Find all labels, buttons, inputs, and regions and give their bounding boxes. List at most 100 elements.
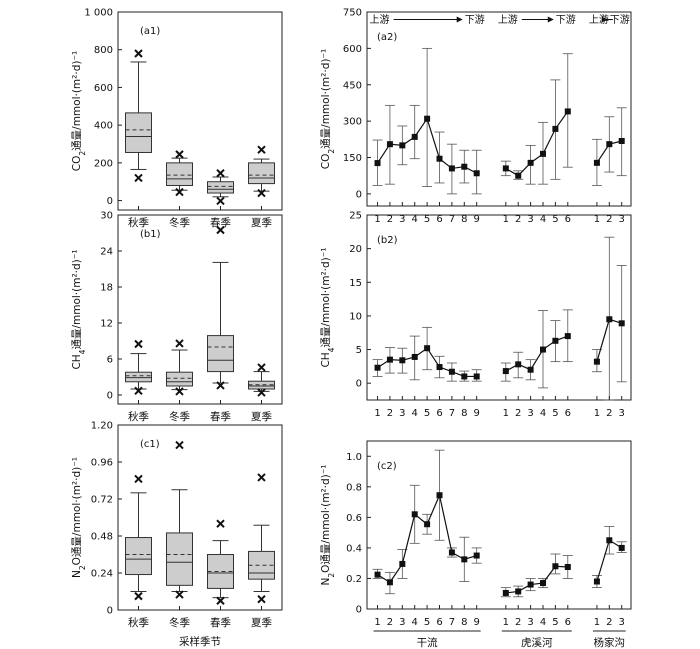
c2-data-point xyxy=(411,511,418,518)
b1-x-tick-label: 春季 xyxy=(210,411,231,423)
b2-x-tick-label: 4 xyxy=(412,408,418,419)
a2-x-tick-label: 3 xyxy=(619,214,625,225)
a2-x-tick-label: 2 xyxy=(606,214,612,225)
c2-data-point xyxy=(564,564,571,570)
b1-outlier-marker xyxy=(257,363,266,372)
a2-plot-frame xyxy=(366,11,632,207)
b1-y-tick-label: 6 xyxy=(107,355,113,366)
a2-y-tick-label: 300 xyxy=(343,117,362,128)
b2-x-tick-label: 1 xyxy=(503,408,509,419)
c2-group-label: 杨家沟 xyxy=(594,636,626,649)
b2-x-tick-label: 3 xyxy=(399,408,405,419)
b1-y-tick-label: 24 xyxy=(100,247,113,258)
c2-y-tick-label: 0.2 xyxy=(346,574,362,585)
b2-plot-frame xyxy=(366,214,632,401)
b2-data-point xyxy=(552,337,559,344)
a2-x-tick-label: 6 xyxy=(436,214,442,225)
a2-x-tick-label: 8 xyxy=(461,214,467,225)
b1-outlier-marker xyxy=(216,381,225,390)
c1-outlier-marker xyxy=(175,590,184,599)
c2-data-point xyxy=(386,579,393,586)
c1-x-tick-label: 春季 xyxy=(210,617,231,629)
a2-data-point xyxy=(374,160,381,167)
b2-data-point xyxy=(564,333,571,340)
a1-box xyxy=(248,162,275,185)
a1-outlier-marker xyxy=(257,188,266,198)
a2-series-line xyxy=(505,111,569,177)
c2-data-point xyxy=(552,563,559,570)
b1-box xyxy=(207,335,234,373)
c2-x-tick-label: 7 xyxy=(449,617,455,628)
a2-flow-label-downstream: 下游 xyxy=(556,13,576,26)
c2-data-point xyxy=(502,589,509,596)
a2-flow-label-downstream: 下游 xyxy=(465,13,485,26)
c2-data-point xyxy=(473,552,480,559)
c1-x-tick-label: 冬季 xyxy=(169,616,190,629)
a1-outlier-marker xyxy=(134,49,143,58)
b1-plot-frame xyxy=(117,214,283,405)
a2-y-tick-label: 600 xyxy=(343,44,362,55)
b1-y-tick-label: 18 xyxy=(100,283,113,294)
c2-plot-frame xyxy=(366,440,632,610)
b2-y-axis-title: CH4通量/mmol·(m²·d)⁻¹ xyxy=(320,247,336,367)
a2-data-point xyxy=(436,155,443,162)
c1-y-tick-label: 0.96 xyxy=(91,458,113,469)
a1-y-tick-label: 1 000 xyxy=(84,8,113,19)
b2-data-point xyxy=(399,357,406,364)
b2-x-tick-label: 2 xyxy=(515,408,521,419)
a1-outlier-marker xyxy=(216,169,225,178)
c2-x-tick-label: 2 xyxy=(515,617,521,628)
b2-x-tick-label: 1 xyxy=(594,408,600,419)
a1-box xyxy=(125,112,152,153)
b2-y-tick-label: 15 xyxy=(349,278,362,289)
c2-y-tick-label: 0.8 xyxy=(346,482,362,493)
a2-flow-label-upstream: 上游 xyxy=(498,13,518,26)
panel-c2-line-chart: 0 0.2 0.4 0.6 0.8 1.0 (c2) N2O通量/mmol·(m²·d)⁻¹ 1… xyxy=(320,440,632,649)
a1-outlier-marker xyxy=(216,196,225,206)
a1-x-tick-label: 春季 xyxy=(210,217,231,229)
a2-data-point xyxy=(552,125,559,132)
c1-y-tick-label: 1.20 xyxy=(91,421,113,432)
panel-c1-box-chart: 0 0.24 0.48 0.72 0.96 1.20 (c1) N2O通量/mmol·(m²·… xyxy=(71,421,283,648)
c1-outlier-marker xyxy=(134,591,143,601)
a2-data-point xyxy=(564,108,571,115)
a2-y-axis-title: CO2通量/mmol·(m²·d)⁻¹ xyxy=(320,49,336,169)
c2-series-line xyxy=(377,493,477,584)
c2-data-point xyxy=(461,556,468,563)
b2-x-tick-label: 3 xyxy=(527,408,533,419)
a2-data-point xyxy=(399,142,406,149)
a2-x-tick-label: 6 xyxy=(565,214,571,225)
b2-data-point xyxy=(436,364,443,371)
b2-data-point xyxy=(424,345,431,352)
c2-y-axis-title: N2O通量/mmol·(m²·d)⁻¹ xyxy=(320,465,336,586)
b1-y-axis-title: CH4通量/mmol·(m²·d)⁻¹ xyxy=(71,249,87,369)
c2-x-tick-label: 8 xyxy=(461,617,467,628)
panel-a2-line-chart: 0 150 300 450 600 750 (a2) CO2通量/mmol·(m²·d)⁻¹ 1… xyxy=(320,8,632,225)
b2-x-tick-label: 1 xyxy=(374,408,380,419)
a1-plot-frame xyxy=(117,11,283,211)
b2-data-point xyxy=(448,368,455,375)
b2-data-point xyxy=(527,366,534,373)
a2-data-point xyxy=(515,172,522,179)
b2-y-tick-label: 10 xyxy=(349,311,362,322)
b2-data-point xyxy=(606,316,613,323)
b2-x-tick-label: 6 xyxy=(565,408,571,419)
a1-outlier-marker xyxy=(175,187,184,197)
a1-x-tick-label: 冬季 xyxy=(169,216,190,229)
c1-y-tick-label: 0.48 xyxy=(91,532,113,543)
c2-x-tick-label: 6 xyxy=(565,617,571,628)
a2-flow-label-downstream: 下游 xyxy=(610,13,630,26)
a1-box xyxy=(207,181,234,194)
c1-plot-frame xyxy=(117,424,283,611)
a2-y-tick-label: 750 xyxy=(343,8,362,19)
a1-outlier-marker xyxy=(175,150,184,159)
a2-data-point xyxy=(448,165,455,172)
b2-x-tick-label: 5 xyxy=(424,408,430,419)
a2-x-tick-label: 7 xyxy=(449,214,455,225)
a2-x-tick-label: 4 xyxy=(412,214,418,225)
a2-panel-label: (a2) xyxy=(377,32,397,43)
b2-y-tick-label: 0 xyxy=(356,379,362,390)
b1-outlier-marker xyxy=(134,339,143,349)
a1-x-tick-label: 夏季 xyxy=(251,217,272,229)
a2-data-point xyxy=(527,159,534,166)
